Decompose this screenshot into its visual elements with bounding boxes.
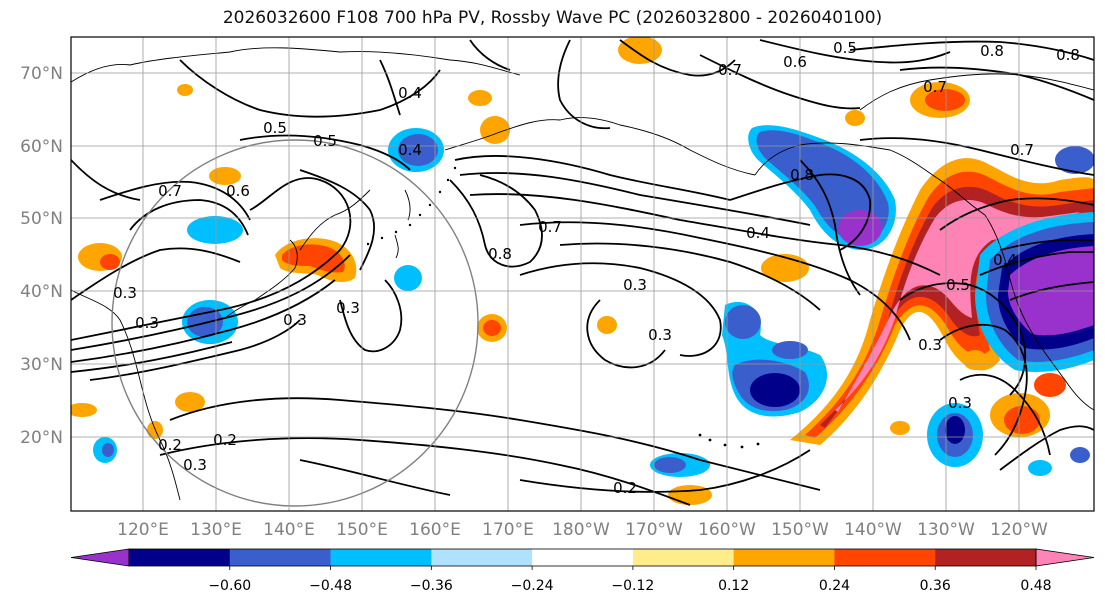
contour-label: 0.2: [613, 479, 637, 497]
aleutian-islands: [366, 166, 760, 449]
colorbar-tick-label: −0.60: [208, 578, 251, 594]
contour-label: 0.3: [135, 314, 159, 332]
contour-label: 0.2: [158, 436, 182, 454]
colorbar-segment: [733, 549, 835, 566]
contour-label: 0.3: [183, 456, 207, 474]
contour-label: 0.3: [623, 276, 647, 294]
contour-label: 0.7: [158, 182, 182, 200]
pv-contours: [71, 39, 1094, 506]
colorbar-segment: [632, 549, 735, 566]
lat-label: 50°N: [20, 209, 63, 229]
contour-label: 0.7: [538, 218, 562, 236]
lon-label: 140°W: [844, 520, 902, 540]
colorbar-tick-label: 0.36: [920, 578, 951, 594]
colorbar-segment: [330, 549, 432, 566]
contour-label: 0.5: [833, 39, 857, 57]
contour-label: 0.5: [313, 132, 337, 150]
colorbar-tick-label: −0.48: [309, 578, 352, 594]
lon-label: 150°E: [336, 520, 388, 540]
colorbar-segment: [532, 549, 634, 566]
contour-label: 0.4: [398, 141, 422, 159]
range-circle: [111, 139, 479, 507]
contour-labels: 0.5 0.8 0.7 0.6 0.4 0.5 0.6 0.7 0.8 0.4 0.5 0.7 0.8 0…: [113, 39, 1080, 497]
contour-label: 0.6: [226, 182, 250, 200]
lon-label: 170°E: [482, 520, 534, 540]
contour-label: 0.8: [790, 166, 814, 184]
contour-label: 0.2: [213, 431, 237, 449]
contour-label: 0.7: [718, 61, 742, 79]
lon-label: 130°E: [190, 520, 242, 540]
contour-label: 0.3: [648, 326, 672, 344]
contour-label: 0.8: [488, 245, 512, 263]
colorbar-tick-label: −0.12: [611, 578, 654, 594]
colorbar-tick-label: 0.12: [718, 578, 749, 594]
contour-label: 0.8: [980, 42, 1004, 60]
plot-frame: [70, 36, 1095, 512]
contour-label: 0.3: [113, 284, 137, 302]
lon-label: 120°E: [117, 520, 169, 540]
lon-label: 180°W: [552, 520, 610, 540]
colorbar-extend-min: [70, 548, 130, 567]
map-title: 2026032600 F108 700 hPa PV, Rossby Wave …: [222, 8, 883, 28]
lat-label: 30°N: [20, 355, 63, 375]
lat-label: 40°N: [20, 282, 63, 302]
lon-label: 150°W: [771, 520, 829, 540]
colorbar-tick-label: −0.24: [511, 578, 554, 594]
longitude-labels: 120°E 130°E 140°E 150°E 160°E 170°E 180°W 170°W…: [117, 520, 1048, 540]
colorbar-segment: [935, 549, 1037, 566]
colorbar-tick-label: 0.48: [1020, 578, 1051, 594]
contour-label: 0.4: [746, 224, 770, 242]
contour-label: 0.6: [783, 53, 807, 71]
colorbar-segment: [431, 549, 533, 566]
latitude-labels: 70°N 60°N 50°N 40°N 30°N 20°N: [20, 64, 63, 448]
contour-label: 0.3: [948, 394, 972, 412]
lon-label: 170°W: [625, 520, 683, 540]
colorbar-tick-label: −0.36: [410, 578, 453, 594]
contour-label: 0.5: [263, 119, 287, 137]
contour-label: 0.4: [993, 251, 1017, 269]
lat-label: 60°N: [20, 137, 63, 157]
lat-label: 20°N: [20, 428, 63, 448]
colorbar-tick-label: 0.24: [819, 578, 850, 594]
contour-label: 0.3: [918, 336, 942, 354]
colorbar-extend-max: [1035, 548, 1095, 567]
contour-label: 0.7: [923, 78, 947, 96]
lon-label: 160°W: [698, 520, 756, 540]
lon-label: 160°E: [409, 520, 461, 540]
colorbar-frame: [128, 548, 1037, 567]
contour-label: 0.4: [398, 84, 422, 102]
coastlines: [71, 47, 1094, 501]
contour-label: 0.3: [283, 311, 307, 329]
colorbar-segment: [129, 549, 231, 566]
contour-label: 0.5: [946, 276, 970, 294]
colorbar-segment: [834, 549, 936, 566]
lon-label: 140°E: [263, 520, 315, 540]
graticule: [71, 37, 1094, 511]
colorbar: −0.60 −0.48 −0.36 −0.24 −0.12 0.12 0.24 0.36 0.4…: [70, 548, 1095, 594]
colorbar-segment: [229, 549, 332, 566]
lon-label: 120°W: [990, 520, 1048, 540]
lat-label: 70°N: [20, 64, 63, 84]
lon-label: 130°W: [917, 520, 975, 540]
contour-label: 0.7: [1010, 141, 1034, 159]
contour-label: 0.3: [336, 299, 360, 317]
contour-label: 0.8: [1056, 46, 1080, 64]
